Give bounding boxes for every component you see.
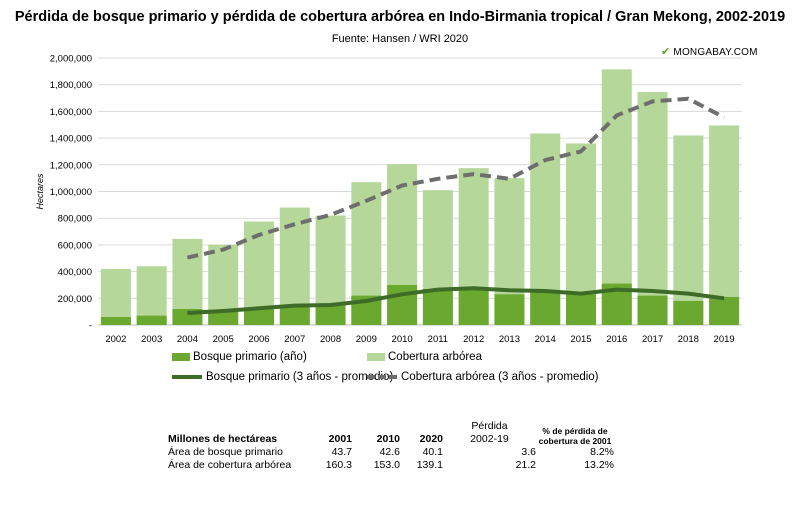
x-tick-label: 2016: [606, 334, 627, 345]
table-header-2020: 2020: [419, 433, 443, 445]
x-tick-label: 2015: [570, 334, 591, 345]
line-bosque-primario-promedio: [187, 286, 725, 315]
bar-cobertura-arborea: [136, 266, 167, 325]
y-tick-label: 1,400,000: [50, 134, 92, 145]
bar-bosque-primario: [566, 294, 596, 325]
table-cell: 43.7: [331, 446, 352, 458]
table-cell: Área de bosque primario: [168, 446, 283, 458]
bar-bosque-primario: [136, 315, 167, 325]
legend-item-cobertura-promedio: Cobertura arbórea (3 años - promedio): [367, 371, 599, 383]
brand-text: MONGABAY.COM: [673, 47, 758, 58]
bar-bosque-primario: [458, 288, 489, 325]
table-cell: 21.2: [515, 459, 536, 471]
x-tick-label: 2002: [105, 334, 126, 345]
table-cell: 40.1: [422, 446, 443, 458]
line-cobertura-arborea-promedio: [186, 96, 726, 260]
table-header-2010: 2010: [376, 433, 400, 445]
x-tick-label: 2003: [141, 334, 162, 345]
bar-bosque-primario: [673, 300, 704, 325]
table-cell: 3.6: [521, 446, 536, 458]
x-tick-label: 2014: [535, 334, 556, 345]
y-tick-label: 1,000,000: [50, 187, 92, 198]
bar-bosque-primario: [315, 305, 346, 325]
table-header-porcentaje: % de pérdida de cobertura de 2001: [538, 426, 612, 446]
y-tick-label: 1,600,000: [50, 107, 92, 118]
y-axis-label: Hectares: [35, 173, 45, 210]
x-tick-label: 2004: [177, 334, 198, 345]
table-header-2001: 2001: [328, 433, 352, 445]
bar-bosque-primario: [100, 316, 131, 325]
table-cell: 13.2%: [584, 459, 614, 471]
bar-bosque-primario: [208, 309, 239, 325]
summary-table: Millones de hectáreas 2001 2010 2020 Pér…: [168, 420, 614, 472]
legend-label-cobertura-promedio: Cobertura arbórea (3 años - promedio): [401, 371, 599, 383]
legend-swatch-bosque-primario: [172, 353, 190, 361]
brand-logo: ✔ MONGABAY.COM: [661, 45, 758, 58]
bar-bosque-primario: [637, 295, 668, 325]
legend-item-cobertura-arborea: Cobertura arbórea: [367, 351, 482, 363]
legend-item-bosque-promedio: Bosque primario (3 años - promedio): [172, 371, 393, 383]
x-tick-label: 2007: [284, 334, 305, 345]
bar-bosque-primario: [279, 306, 310, 325]
legend-label-bosque-promedio: Bosque primario (3 años - promedio): [206, 371, 394, 383]
x-tick-label: 2005: [213, 334, 234, 345]
x-tick-label: 2009: [356, 334, 377, 345]
y-tick-label: 800,000: [58, 214, 92, 225]
y-tick-label: -: [89, 321, 92, 332]
legend-line-bosque-promedio: [172, 375, 202, 379]
table-cell: 160.3: [325, 459, 352, 471]
table-cell: 42.6: [379, 446, 400, 458]
legend-line-cobertura-promedio: [367, 375, 397, 379]
table-row: Área de cobertura arbórea 160.3 153.0 13…: [168, 459, 614, 472]
y-tick-label: 2,000,000: [50, 54, 92, 65]
legend-label-bosque-primario: Bosque primario (año): [193, 351, 307, 363]
x-tick-label: 2019: [714, 334, 735, 345]
bar-cobertura-arborea: [709, 125, 740, 325]
table-cell: 8.2%: [590, 446, 614, 458]
bar-bosque-primario: [709, 296, 740, 325]
y-tick-label: 200,000: [58, 294, 92, 305]
table-row: Área de bosque primario 43.7 42.6 40.1 3…: [168, 446, 614, 459]
legend-swatch-cobertura-arborea: [367, 353, 385, 361]
x-tick-label: 2017: [642, 334, 663, 345]
legend-label-cobertura-arborea: Cobertura arbórea: [388, 351, 482, 363]
chart-area: - 200,000 400,000 600,000 800,000 1,000,000 1,…: [35, 54, 742, 345]
x-tick-label: 2010: [392, 334, 413, 345]
bar-cobertura-arborea: [601, 69, 632, 325]
x-tick-label: 2013: [499, 334, 520, 345]
chart-title: Pérdida de bosque primario y pérdida de …: [14, 9, 786, 25]
table-cell: Área de cobertura arbórea: [168, 459, 292, 471]
x-tick-label: 2006: [248, 334, 269, 345]
y-tick-label: 1,200,000: [50, 160, 92, 171]
table-cell: 139.1: [416, 459, 443, 471]
table-header-perdida: Pérdida 2002-19: [470, 420, 509, 445]
bar-cobertura-arborea: [637, 92, 668, 325]
y-tick-label: 600,000: [58, 240, 92, 251]
chart-subtitle: Fuente: Hansen / WRI 2020: [331, 33, 469, 45]
table-header-row: Millones de hectáreas 2001 2010 2020 Pér…: [168, 420, 614, 446]
x-tick-label: 2008: [320, 334, 341, 345]
bar-bosque-primario: [422, 288, 453, 325]
y-tick-label: 400,000: [58, 267, 92, 278]
x-tick-label: 2018: [678, 334, 699, 345]
leaf-icon: ✔: [661, 46, 671, 58]
table-cell: 153.0: [373, 459, 400, 471]
legend-item-bosque-primario: Bosque primario (año): [172, 351, 307, 363]
table-header-label: Millones de hectáreas: [168, 433, 278, 445]
y-tick-label: 1,800,000: [50, 80, 92, 91]
bar-bosque-primario: [530, 291, 561, 325]
x-tick-label: 2011: [428, 334, 448, 345]
bar-cobertura-arborea: [100, 268, 131, 325]
x-tick-label: 2012: [463, 334, 484, 345]
bar-bosque-primario: [494, 294, 525, 325]
bar-bosque-primario: [244, 308, 274, 325]
